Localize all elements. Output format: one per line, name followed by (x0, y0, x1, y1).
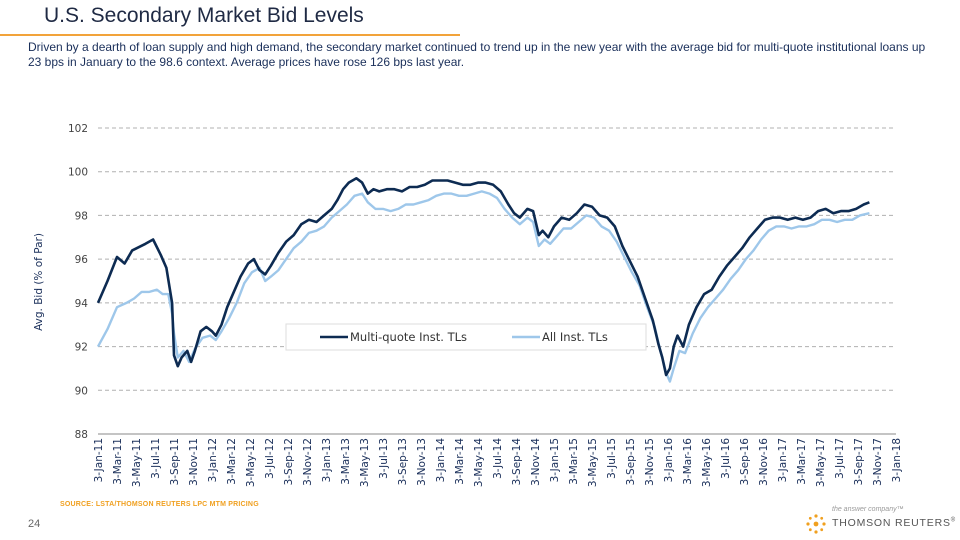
y-tick-label: 88 (75, 429, 88, 441)
chart-legend: Multi-quote Inst. TLs All Inst. TLs (285, 323, 647, 351)
x-tick-label: 3-Sep-11 (169, 438, 181, 485)
x-tick-label: 3-Nov-15 (644, 438, 656, 486)
x-tick-label: 3-Sep-13 (397, 438, 409, 485)
x-tick-label: 3-Jul-11 (150, 438, 162, 479)
y-tick-label: 96 (75, 254, 89, 266)
x-tick-label: 3-Sep-16 (739, 438, 751, 486)
page-number: 24 (28, 518, 41, 530)
x-tick-label: 3-Mar-12 (226, 438, 238, 485)
x-tick-label: 3-Jan-16 (663, 438, 675, 483)
x-tick-label: 3-Jan-18 (891, 438, 903, 482)
x-tick-label: 3-Jan-11 (93, 438, 105, 482)
x-tick-label: 3-Nov-12 (302, 438, 314, 486)
y-tick-label: 92 (75, 342, 88, 354)
y-tick-label: 98 (75, 210, 88, 222)
series-line-all_inst (96, 190, 870, 383)
page-title: U.S. Secondary Market Bid Levels (44, 4, 364, 27)
x-tick-label: 3-Mar-13 (340, 438, 352, 485)
y-axis-label: Avg. Bid (% of Par) (33, 233, 45, 331)
logo-tagline: the answer company™ (832, 506, 904, 513)
x-tick-label: 3-May-14 (473, 438, 485, 487)
x-tick-label: 3-Nov-13 (416, 438, 428, 486)
legend-label-all_inst: All Inst. TLs (542, 330, 608, 344)
page-subtitle: Driven by a dearth of loan supply and hi… (28, 40, 926, 69)
x-tick-label: 3-Sep-17 (853, 438, 865, 485)
x-tick-label: 3-May-11 (131, 438, 143, 487)
x-tick-label: 3-Mar-15 (568, 438, 580, 485)
x-tick-label: 3-Sep-15 (625, 438, 637, 485)
thomson-reuters-logo: the answer company™ THOMSON REUTERS® (802, 506, 955, 536)
x-tick-label: 3-May-16 (701, 438, 713, 487)
y-tick-label: 94 (75, 298, 89, 310)
x-tick-label: 3-Mar-14 (454, 438, 466, 485)
x-tick-label: 3-May-15 (587, 438, 599, 487)
x-tick-label: 3-May-12 (245, 438, 257, 487)
x-tick-label: 3-Jul-14 (492, 438, 504, 479)
x-tick-label: 3-Jan-13 (321, 438, 333, 482)
x-tick-label: 3-Nov-17 (872, 438, 884, 486)
x-tick-label: 3-Jul-12 (264, 438, 276, 479)
x-tick-label: 3-Sep-14 (511, 438, 523, 486)
y-tick-labels: 88 90 92 94 96 98 100 102 (68, 123, 88, 441)
y-tick-label: 100 (68, 167, 88, 179)
x-tick-label: 3-Jul-13 (378, 438, 390, 479)
x-tick-labels: 3-Jan-11 3-Mar-11 3-May-11 3-Jul-11 3-Sep-11… (93, 438, 903, 487)
x-tick-label: 3-Jan-15 (549, 438, 561, 482)
title-underline (0, 34, 460, 36)
x-tick-label: 3-Jul-17 (834, 438, 846, 479)
series-line-multi_quote (96, 177, 870, 377)
x-tick-label: 3-Mar-11 (112, 438, 124, 485)
x-tick-label: 3-Jul-16 (720, 438, 732, 479)
logo-mark-icon (806, 514, 826, 534)
source-note: SOURCE: LSTA/THOMSON REUTERS LPC MTM PRI… (60, 501, 259, 508)
x-tick-label: 3-Jul-15 (606, 438, 618, 479)
x-tick-label: 3-Jan-14 (435, 438, 447, 483)
x-tick-label: 3-Nov-14 (530, 438, 542, 486)
x-tick-label: 3-Mar-16 (682, 438, 694, 485)
x-tick-label: 3-May-13 (359, 438, 371, 487)
x-tick-label: 3-Sep-12 (283, 438, 295, 485)
y-tick-label: 90 (75, 385, 88, 397)
logo-wordmark: THOMSON REUTERS® (832, 517, 956, 529)
legend-label-multi_quote: Multi-quote Inst. TLs (350, 330, 467, 344)
x-tick-label: 3-Mar-17 (796, 438, 808, 485)
logo-trademark: ® (950, 517, 956, 524)
y-tick-label: 102 (68, 123, 88, 135)
grid-lines (98, 127, 896, 435)
x-tick-label: 3-Jan-17 (777, 438, 789, 482)
x-tick-label: 3-May-17 (815, 438, 827, 487)
x-tick-label: 3-Nov-16 (758, 438, 770, 486)
x-tick-label: 3-Nov-11 (188, 438, 200, 486)
x-tick-label: 3-Jan-12 (207, 438, 219, 482)
logo-name-text: THOMSON REUTERS (832, 517, 951, 529)
series-lines (96, 177, 870, 383)
